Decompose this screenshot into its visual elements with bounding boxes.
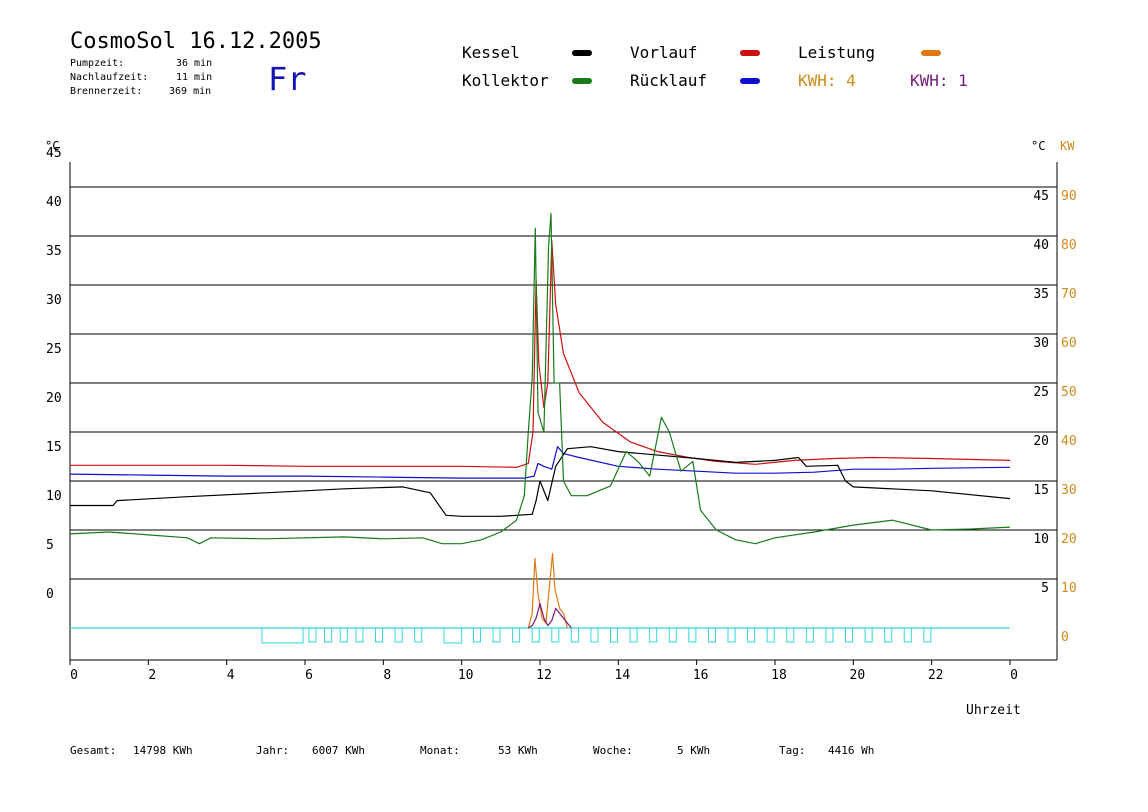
y-right-tick-label: 20 [1033, 434, 1049, 449]
y-right-tick-label: 40 [1033, 238, 1049, 253]
series-line-ruecklauf [69, 446, 1011, 479]
series-line-leistung [527, 552, 568, 629]
x-tick-label: 4 [227, 668, 235, 683]
legend-kwh-1: KWH: 4 [798, 71, 856, 90]
y-left-tick-label: 40 [46, 195, 62, 210]
x-axis-label: Uhrzeit [966, 703, 1021, 718]
stat-pumpzeit-label: Pumpzeit: [70, 58, 125, 69]
legend-leistung: Leistung [798, 43, 876, 62]
footer-gesamt-label: Gesamt: [70, 744, 117, 757]
y-left-tick-label: 25 [46, 342, 62, 357]
y-right-tick-label: 10 [1033, 532, 1049, 547]
legend-ruecklauf-swatch [740, 78, 760, 84]
y-right-tick-label: 25 [1033, 385, 1049, 400]
footer-woche-label: Woche: [593, 744, 633, 757]
y-right-kw-tick-label: 10 [1061, 581, 1077, 596]
footer-jahr-value: 6007 KWh [312, 744, 365, 757]
y-left-tick-label: 30 [46, 293, 62, 308]
x-tick-label: 6 [305, 668, 313, 683]
y-right-tick-label: 30 [1033, 336, 1049, 351]
y-left-tick-label: 20 [46, 391, 62, 406]
y-left-tick-label: 15 [46, 440, 62, 455]
legend-kessel-swatch [572, 50, 592, 56]
x-tick-label: 16 [693, 668, 709, 683]
series-line-kwh2 [527, 602, 572, 629]
x-tick-label: 2 [148, 668, 156, 683]
y-left-tick-label: 0 [46, 587, 54, 602]
y-right-kw-tick-label: 20 [1061, 532, 1077, 547]
y-left-tick-label: 45 [46, 146, 62, 161]
x-tick-label: 0 [70, 668, 78, 683]
series-line-vorlauf [70, 240, 1011, 468]
footer-monat-label: Monat: [420, 744, 460, 757]
stat-brennerzeit-label: Brennerzeit: [70, 86, 143, 97]
y-left-tick-label: 10 [46, 489, 62, 504]
legend-kessel: Kessel [462, 43, 520, 62]
x-tick-label: 12 [536, 668, 552, 683]
legend-kollektor-swatch [572, 78, 592, 84]
x-tick-label: 14 [615, 668, 631, 683]
y-right-tick-label: 15 [1033, 483, 1049, 498]
y-right-kw-tick-label: 0 [1061, 630, 1069, 645]
y-right-tick-label: 45 [1033, 189, 1049, 204]
footer-woche-value: 5 KWh [677, 744, 711, 757]
y-right-kw-tick-label: 90 [1061, 189, 1077, 204]
x-tick-label: 22 [928, 668, 944, 683]
y-right-unit-label: °C [1031, 139, 1045, 153]
stat-pumpzeit-value: 36 min [176, 58, 213, 69]
series-line-kessel [70, 446, 1011, 517]
x-tick-label: 8 [383, 668, 391, 683]
y-right-kw-tick-label: 60 [1061, 336, 1077, 351]
y-right-kw-tick-label: 70 [1061, 287, 1077, 302]
footer-jahr-label: Jahr: [256, 744, 290, 757]
weekday-label: Fr [268, 60, 307, 98]
legend-vorlauf: Vorlauf [630, 43, 698, 62]
stat-nachlaufzeit-value: 11 min [176, 72, 213, 83]
legend-leistung-swatch [921, 50, 941, 56]
footer-monat-value: 53 KWh [498, 744, 538, 757]
page-title: CosmoSol 16.12.2005 [70, 29, 322, 54]
x-tick-label: 0 [1010, 668, 1018, 683]
x-tick-label: 10 [458, 668, 474, 683]
series-line-kollektor [69, 212, 1011, 545]
y-right-kw-tick-label: 50 [1061, 385, 1077, 400]
y-left-tick-label: 5 [46, 538, 54, 553]
legend-ruecklauf: Rücklauf [630, 71, 708, 90]
x-tick-label: 20 [850, 668, 866, 683]
y-right-kw-tick-label: 80 [1061, 238, 1077, 253]
pump-activity-trace [261, 628, 932, 644]
footer-tag-label: Tag: [779, 744, 806, 757]
y-right-tick-label: 35 [1033, 287, 1049, 302]
footer-tag-value: 4416 Wh [828, 744, 875, 757]
stat-nachlaufzeit-label: Nachlaufzeit: [70, 72, 149, 83]
x-tick-label: 18 [771, 668, 787, 683]
stat-brennerzeit-value: 369 min [169, 86, 212, 97]
footer-gesamt-value: 14798 KWh [133, 744, 193, 757]
legend-kwh-2: KWH: 1 [910, 71, 968, 90]
y-right-kw-tick-label: 40 [1061, 434, 1077, 449]
y-left-unit-label: °C [45, 139, 59, 153]
y-right-kw-unit-label: KW [1060, 139, 1075, 153]
legend-kollektor: Kollektor [462, 71, 549, 90]
y-left-tick-label: 35 [46, 244, 62, 259]
y-right-kw-tick-label: 30 [1061, 483, 1077, 498]
y-right-tick-label: 5 [1041, 581, 1049, 596]
legend-vorlauf-swatch [740, 50, 760, 56]
